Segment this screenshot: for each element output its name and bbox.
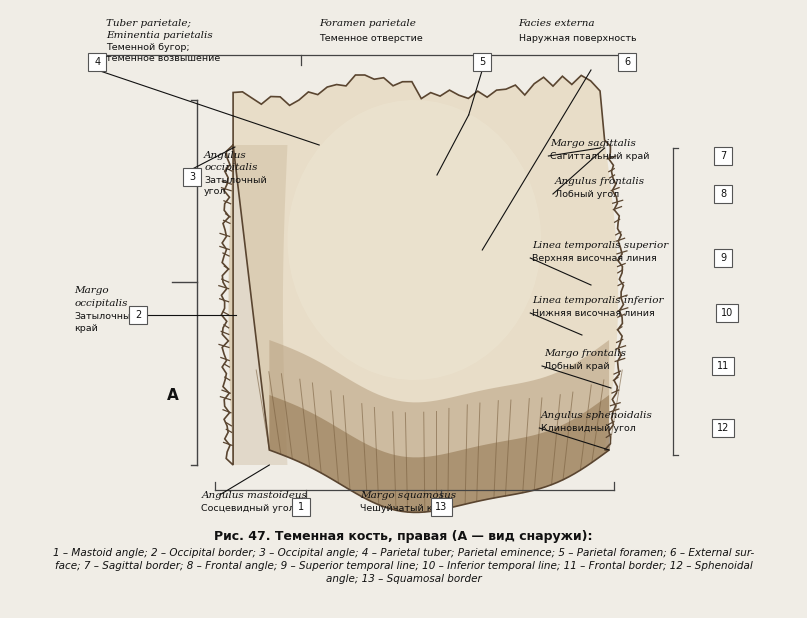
- FancyBboxPatch shape: [88, 53, 107, 71]
- FancyBboxPatch shape: [431, 498, 453, 516]
- Text: Теменное отверстие: Теменное отверстие: [320, 34, 423, 43]
- FancyBboxPatch shape: [473, 53, 491, 71]
- Text: Angulus sphenoidalis: Angulus sphenoidalis: [541, 411, 653, 420]
- Text: Лобный край: Лобный край: [544, 362, 609, 371]
- Text: 12: 12: [717, 423, 730, 433]
- Text: Наружная поверхность: Наружная поверхность: [519, 34, 636, 43]
- Text: край: край: [74, 324, 98, 333]
- Text: 6: 6: [624, 57, 630, 67]
- Text: Сагиттальный край: Сагиттальный край: [550, 152, 650, 161]
- Text: угол: угол: [204, 187, 227, 196]
- Text: Затылочный: Затылочный: [74, 312, 137, 321]
- Text: Нижняя височная линия: Нижняя височная линия: [532, 309, 654, 318]
- FancyBboxPatch shape: [714, 185, 732, 203]
- Polygon shape: [270, 340, 609, 512]
- Text: Теменной бугор;: Теменной бугор;: [107, 43, 190, 52]
- FancyBboxPatch shape: [716, 304, 738, 322]
- FancyBboxPatch shape: [713, 357, 734, 375]
- Text: face; 7 – Sagittal border; 8 – Frontal angle; 9 – Superior temporal line; 10 – I: face; 7 – Sagittal border; 8 – Frontal a…: [55, 561, 752, 571]
- Text: Facies externa: Facies externa: [519, 19, 595, 28]
- Text: Tuber parietale;: Tuber parietale;: [107, 19, 191, 28]
- Text: 10: 10: [721, 308, 733, 318]
- Text: Margo squamosus: Margo squamosus: [360, 491, 456, 500]
- FancyBboxPatch shape: [292, 498, 310, 516]
- Text: Сосцевидный угол: Сосцевидный угол: [202, 504, 295, 513]
- Text: 11: 11: [717, 361, 730, 371]
- Text: 8: 8: [720, 189, 726, 199]
- FancyBboxPatch shape: [618, 53, 636, 71]
- FancyBboxPatch shape: [183, 168, 202, 186]
- FancyBboxPatch shape: [714, 147, 732, 165]
- FancyBboxPatch shape: [714, 249, 732, 267]
- Text: Клиновидный угол: Клиновидный угол: [541, 424, 636, 433]
- Text: 1 – Mastoid angle; 2 – Occipital border; 3 – Occipital angle; 4 – Parietal tuber: 1 – Mastoid angle; 2 – Occipital border;…: [52, 548, 754, 558]
- Text: Затылочный: Затылочный: [204, 176, 267, 185]
- Text: Margo: Margo: [74, 286, 109, 295]
- Text: Лобный угол: Лобный угол: [554, 190, 619, 199]
- Text: 5: 5: [479, 57, 485, 67]
- Text: 4: 4: [94, 57, 100, 67]
- Polygon shape: [270, 395, 609, 512]
- Text: Foramen parietale: Foramen parietale: [320, 19, 416, 28]
- FancyBboxPatch shape: [713, 419, 734, 437]
- Text: Margo frontalis: Margo frontalis: [544, 349, 626, 358]
- Text: Чешуйчатый край: Чешуйчатый край: [360, 504, 450, 513]
- Text: occipitalis: occipitalis: [204, 163, 257, 172]
- Text: 9: 9: [720, 253, 726, 263]
- Text: Angulus frontalis: Angulus frontalis: [554, 177, 645, 186]
- Text: Рис. 47. Теменная кость, правая (А — вид снаружи):: Рис. 47. Теменная кость, правая (А — вид…: [214, 530, 592, 543]
- Text: Верхняя височная линия: Верхняя височная линия: [532, 254, 657, 263]
- Text: 1: 1: [298, 502, 304, 512]
- Text: 7: 7: [720, 151, 726, 161]
- Polygon shape: [228, 75, 618, 512]
- Text: 13: 13: [435, 502, 448, 512]
- Text: теменное возвышение: теменное возвышение: [107, 54, 220, 63]
- Text: occipitalis: occipitalis: [74, 299, 128, 308]
- Polygon shape: [228, 145, 287, 465]
- Text: 2: 2: [135, 310, 141, 320]
- Text: Eminentia parietalis: Eminentia parietalis: [107, 31, 213, 40]
- Text: A: A: [166, 387, 178, 402]
- Polygon shape: [287, 100, 541, 380]
- Text: Angulus mastoideus: Angulus mastoideus: [202, 491, 307, 500]
- FancyBboxPatch shape: [129, 306, 147, 324]
- Text: angle; 13 – Squamosal border: angle; 13 – Squamosal border: [325, 574, 481, 584]
- Text: Angulus: Angulus: [204, 151, 247, 160]
- Text: 3: 3: [190, 172, 195, 182]
- Text: Linea temporalis superior: Linea temporalis superior: [532, 241, 668, 250]
- Text: Linea temporalis inferior: Linea temporalis inferior: [532, 296, 663, 305]
- Text: Margo sagittalis: Margo sagittalis: [550, 139, 636, 148]
